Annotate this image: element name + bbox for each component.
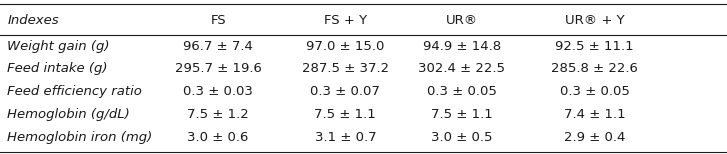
Text: 0.3 ± 0.05: 0.3 ± 0.05 xyxy=(560,85,630,98)
Text: Feed intake (g): Feed intake (g) xyxy=(7,62,108,75)
Text: 0.3 ± 0.03: 0.3 ± 0.03 xyxy=(183,85,253,98)
Text: 3.0 ± 0.6: 3.0 ± 0.6 xyxy=(188,131,249,144)
Text: 3.1 ± 0.7: 3.1 ± 0.7 xyxy=(315,131,376,144)
Text: 94.9 ± 14.8: 94.9 ± 14.8 xyxy=(422,41,501,53)
Text: Weight gain (g): Weight gain (g) xyxy=(7,41,110,53)
Text: 3.0 ± 0.5: 3.0 ± 0.5 xyxy=(431,131,492,144)
Text: 285.8 ± 22.6: 285.8 ± 22.6 xyxy=(551,62,638,75)
Text: 287.5 ± 37.2: 287.5 ± 37.2 xyxy=(302,62,389,75)
Text: 0.3 ± 0.05: 0.3 ± 0.05 xyxy=(427,85,497,98)
Text: Feed efficiency ratio: Feed efficiency ratio xyxy=(7,85,142,98)
Text: Hemoglobin iron (mg): Hemoglobin iron (mg) xyxy=(7,131,153,144)
Text: 7.5 ± 1.2: 7.5 ± 1.2 xyxy=(188,108,249,121)
Text: 92.5 ± 11.1: 92.5 ± 11.1 xyxy=(555,41,634,53)
Text: 7.5 ± 1.1: 7.5 ± 1.1 xyxy=(431,108,492,121)
Text: 0.3 ± 0.07: 0.3 ± 0.07 xyxy=(310,85,380,98)
Text: 96.7 ± 7.4: 96.7 ± 7.4 xyxy=(183,41,253,53)
Text: FS: FS xyxy=(210,14,226,26)
Text: 295.7 ± 19.6: 295.7 ± 19.6 xyxy=(174,62,262,75)
Text: 7.4 ± 1.1: 7.4 ± 1.1 xyxy=(564,108,625,121)
Text: Indexes: Indexes xyxy=(7,14,59,26)
Text: UR® + Y: UR® + Y xyxy=(565,14,624,26)
Text: Hemoglobin (g/dL): Hemoglobin (g/dL) xyxy=(7,108,130,121)
Text: UR®: UR® xyxy=(446,14,478,26)
Text: 7.5 ± 1.1: 7.5 ± 1.1 xyxy=(315,108,376,121)
Text: 302.4 ± 22.5: 302.4 ± 22.5 xyxy=(418,62,505,75)
Text: FS + Y: FS + Y xyxy=(324,14,367,26)
Text: 97.0 ± 15.0: 97.0 ± 15.0 xyxy=(306,41,385,53)
Text: 2.9 ± 0.4: 2.9 ± 0.4 xyxy=(564,131,625,144)
